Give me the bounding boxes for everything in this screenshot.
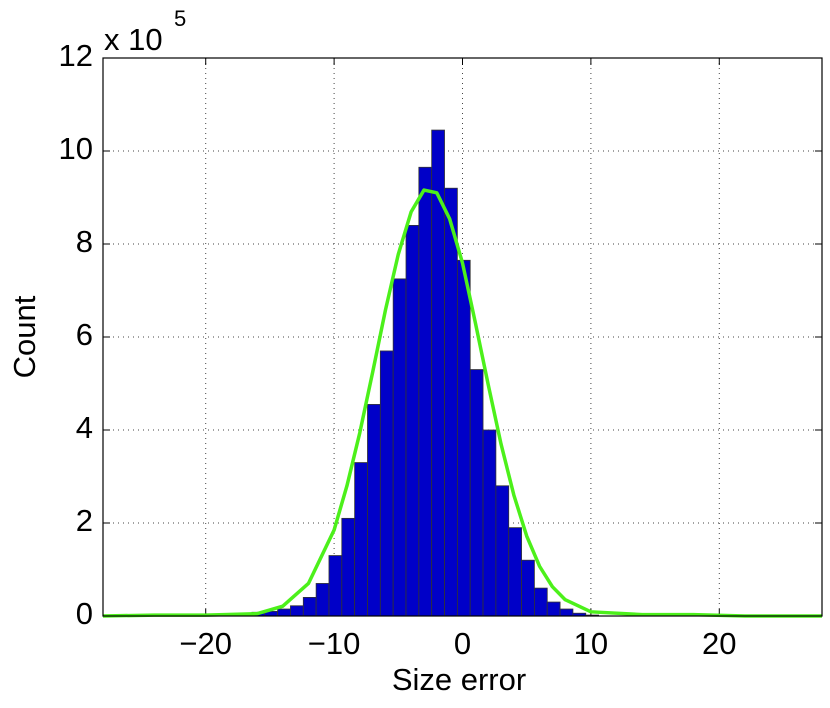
bar [392,278,407,617]
bar [302,597,317,617]
bar [559,608,574,617]
x-axis-label: Size error [392,662,526,697]
bar [469,369,484,617]
y-tick-label: 12 [59,38,93,73]
x-tick-label: 20 [702,626,736,661]
plot-frame [102,57,823,617]
bar [444,187,458,617]
bar [456,259,471,617]
x-tick-label: 0 [454,626,471,661]
bar [546,601,561,617]
bar [482,429,497,617]
y-tick-label: 10 [59,131,93,166]
bar [341,517,356,617]
bar [367,404,381,617]
bar [379,350,394,617]
y-axis-label: Count [7,295,42,378]
bar [521,559,535,617]
bar [534,587,548,617]
bar [315,583,330,617]
bar [277,608,291,617]
y-tick-label: 0 [76,596,93,631]
x-tick-label: −20 [179,626,232,661]
y-tick-label: 2 [76,503,93,538]
x-tick-label: −10 [308,626,361,661]
x-tick-label: 10 [574,626,608,661]
y-multiplier-exponent: 5 [174,6,186,31]
bar [328,555,343,617]
y-tick-label: 4 [76,410,93,445]
bar [290,605,304,617]
y-tick-label: 8 [76,224,93,259]
bar [495,485,510,617]
bar [405,224,420,617]
bar [418,166,433,617]
fit-line [102,188,822,618]
bar [354,462,368,617]
y-tick-label: 6 [76,317,93,352]
y-multiplier: x 10 [104,22,163,57]
bar [508,527,522,617]
